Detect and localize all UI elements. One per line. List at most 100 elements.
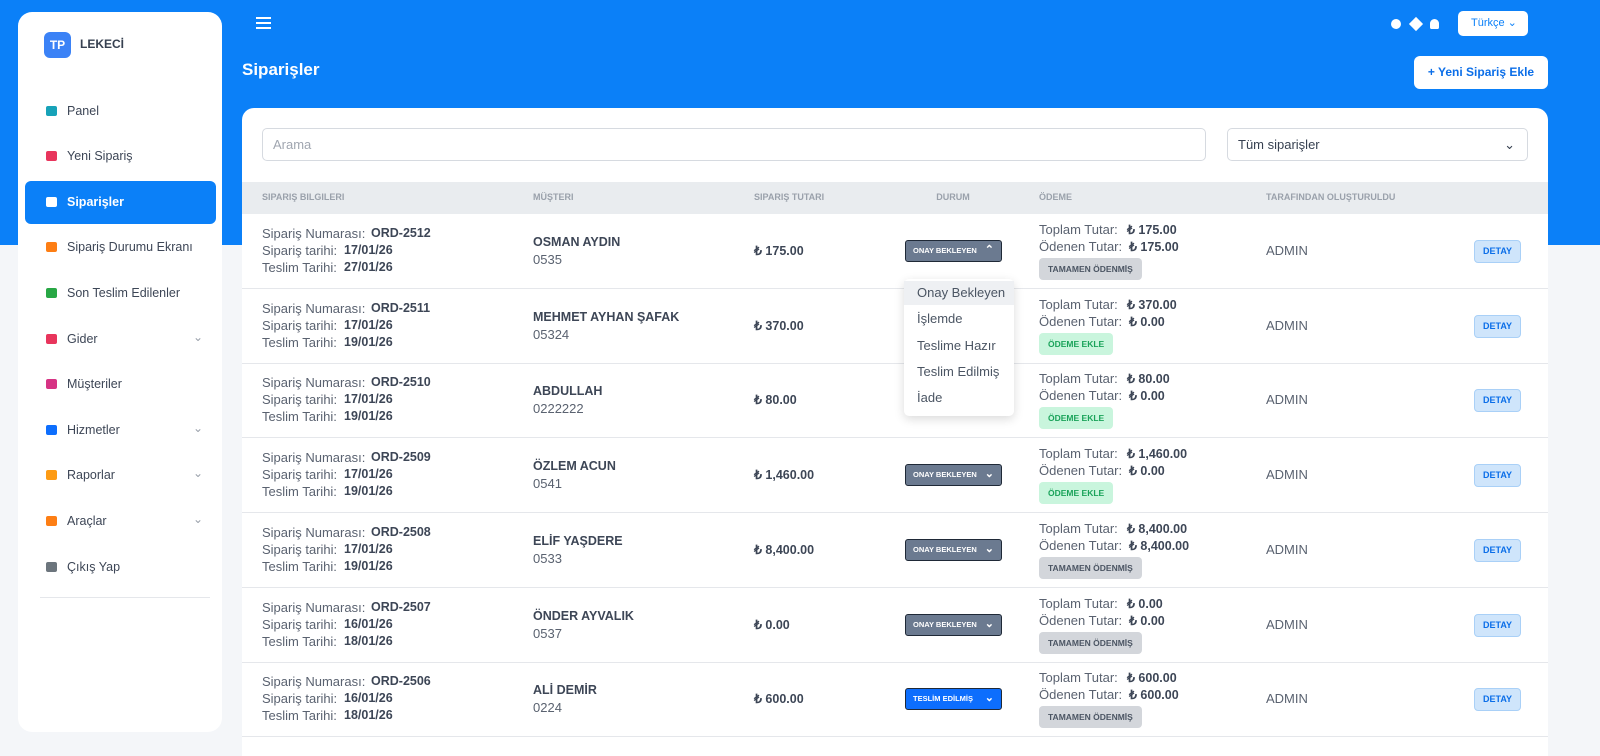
status-button[interactable]: TESLİM EDİLMİŞ ⌄ [905,688,1002,711]
payment-badge[interactable]: ÖDEME EKLE [1039,407,1114,430]
nav-item[interactable]: Raporlar ⌄ [25,454,216,497]
info-value: 17/01/26 [344,317,393,332]
status-label: ONAY BEKLEYEN [913,246,977,255]
nav-item[interactable]: Sipariş Durumu Ekranı [25,226,216,269]
dropdown-option[interactable]: Onay Bekleyen [904,281,1014,305]
info-value: ORD-2510 [371,375,431,390]
payment-badge[interactable]: ÖDEME EKLE [1039,482,1114,505]
order-row: Sipariş Numarası: ORD-2512 Sipariş tarihi:… [242,214,1548,289]
info-label: Teslim Tarihi: [262,558,337,574]
nav-label: Sipariş Durumu Ekranı [67,240,193,254]
info-label: Sipariş tarihi: [262,243,338,258]
status-button[interactable]: ONAY BEKLEYEN ⌄ [905,613,1002,636]
info-label: Teslim Tarihi: [262,334,337,350]
status-label: ONAY BEKLEYEN [913,619,977,629]
info-value: 19/01/26 [344,558,393,573]
detail-button[interactable]: DETAY [1474,314,1521,338]
payment-badge[interactable]: TAMAMEN ÖDENMİŞ [1039,631,1142,654]
divider [40,597,210,598]
total-value: ₺ 600.00 [1127,671,1177,686]
total-value: ₺ 1,460.00 [1127,447,1188,462]
search-input[interactable]: Arama [262,128,1206,161]
nav-icon [46,197,57,207]
menu-toggle[interactable] [256,17,271,19]
info-label: Sipariş Numarası: [262,450,366,466]
paid-value: ₺ 600.00 [1129,688,1179,703]
status-button[interactable]: ONAY BEKLEYEN ⌄ [905,464,1002,487]
nav-icon [46,151,57,161]
dropdown-option[interactable]: Teslime Hazır [917,337,996,353]
logo[interactable]: TP [44,32,71,58]
total-label: Toplam Tutar: [1039,446,1118,462]
status-label: ONAY BEKLEYEN [913,544,977,554]
nav-item[interactable]: Gider ⌄ [25,318,216,361]
info-value: ORD-2509 [371,450,431,465]
info-label: Teslim Tarihi: [262,484,337,500]
detail-button[interactable]: DETAY [1474,613,1521,637]
dropdown-option[interactable]: İade [917,390,943,406]
language-select[interactable]: Türkçe ⌄ [1458,11,1528,36]
add-icon[interactable] [1391,19,1401,29]
nav-item[interactable]: Siparişler [25,181,216,224]
nav-item[interactable]: Yeni Sipariş [25,135,216,178]
chevron: ⌄ [1504,137,1515,152]
user-icon[interactable] [1430,19,1439,29]
nav-item[interactable]: Son Teslim Edilenler [25,272,216,315]
paid-value: ₺ 0.00 [1129,613,1165,628]
paid-label: Ödenen Tutar: [1039,388,1123,404]
info-label: Sipariş tarihi: [262,392,338,408]
info-value: ORD-2507 [371,599,431,614]
nav-item[interactable]: Panel [25,90,216,133]
nav-label: Araçlar [67,514,107,528]
paid-label: Ödenen Tutar: [1039,687,1123,703]
paid-label: Ödenen Tutar: [1039,612,1123,628]
nav-chevron: ⌄ [193,512,204,526]
paid-value: ₺ 8,400.00 [1129,538,1190,553]
info-label: Sipariş Numarası: [262,674,366,690]
info-label: Sipariş Numarası: [262,300,366,316]
customer-phone: 0537 [533,625,562,641]
info-value: 17/01/26 [344,392,393,407]
nav-label: Gider [67,332,98,346]
page-title: Siparişler [242,60,320,79]
order-amount: ₺ 80.00 [754,393,797,408]
status-filter-label: Tüm siparişler [1238,137,1320,152]
order-row: Sipariş Numarası: ORD-2508 Sipariş tarihi:… [242,513,1548,588]
info-value: ORD-2512 [371,226,431,240]
total-value: ₺ 370.00 [1127,297,1177,312]
payment-badge[interactable]: TAMAMEN ÖDENMİŞ [1039,258,1142,280]
paid-value: ₺ 0.00 [1129,314,1165,329]
info-label: Sipariş tarihi: [262,691,338,707]
total-label: Toplam Tutar: [1039,670,1118,686]
new-order-button[interactable]: + Yeni Sipariş Ekle [1414,56,1548,89]
info-label: Teslim Tarihi: [262,633,337,649]
status-button[interactable]: ONAY BEKLEYEN ⌄ [905,538,1002,561]
dropdown-option[interactable]: Teslim Edilmiş [917,363,1000,379]
status-filter[interactable]: Tüm siparişler ⌄ [1227,128,1528,161]
nav-label: Müşteriler [67,377,122,391]
info-label: Sipariş tarihi: [262,541,338,557]
customer-name: ALİ DEMİR [533,683,597,698]
nav-item[interactable]: Araçlar ⌄ [25,500,216,543]
created-by: ADMIN [1266,317,1308,333]
created-by: ADMIN [1266,243,1308,258]
detail-button[interactable]: DETAY [1474,688,1521,712]
nav-item[interactable]: Hizmetler ⌄ [25,409,216,452]
nav-item[interactable]: Müşteriler [25,363,216,406]
detail-button[interactable]: DETAY [1474,538,1521,562]
payment-badge[interactable]: TAMAMEN ÖDENMİŞ [1039,706,1142,729]
dropdown-option[interactable]: İşlemde [917,311,963,327]
order-amount: ₺ 0.00 [754,617,790,632]
column-header: DURUM [936,192,970,202]
status-button[interactable]: ONAY BEKLEYEN ⌃ [905,240,1002,262]
payment-badge[interactable]: TAMAMEN ÖDENMİŞ [1039,556,1142,579]
detail-button[interactable]: DETAY [1474,464,1521,488]
status-caret: ⌄ [984,542,994,555]
detail-button[interactable]: DETAY [1474,389,1521,413]
detail-button[interactable]: DETAY [1474,240,1521,263]
nav-item[interactable]: Çıkış Yap [25,546,216,589]
order-amount: ₺ 1,460.00 [754,468,815,483]
payment-badge[interactable]: ÖDEME EKLE [1039,332,1114,355]
brand-name: LEKECİ [80,37,125,51]
nav-chevron: ⌄ [193,421,204,435]
